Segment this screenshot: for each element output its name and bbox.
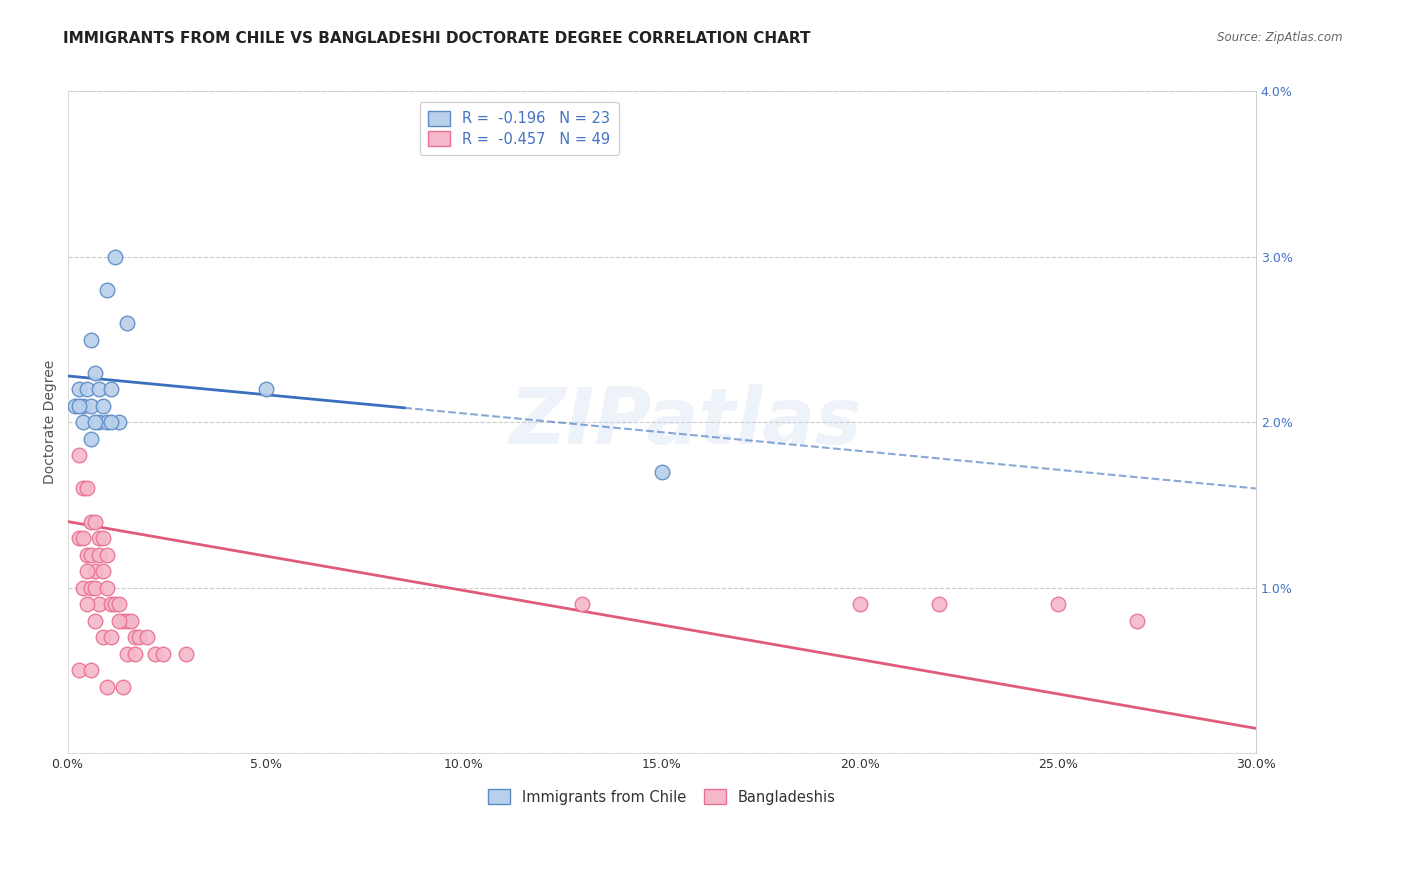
Point bbox=[100, 631, 122, 645]
Point bbox=[115, 647, 138, 661]
Point bbox=[84, 515, 107, 529]
Legend: Immigrants from Chile, Bangladeshis: Immigrants from Chile, Bangladeshis bbox=[481, 782, 842, 812]
Point bbox=[100, 415, 122, 429]
Point bbox=[848, 597, 870, 611]
Point bbox=[100, 382, 122, 396]
Point bbox=[80, 399, 103, 413]
Point bbox=[72, 531, 94, 545]
Point bbox=[124, 631, 146, 645]
Text: ZIPatlas: ZIPatlas bbox=[509, 384, 862, 460]
Point bbox=[571, 597, 593, 611]
Point bbox=[84, 614, 107, 628]
Point bbox=[84, 581, 107, 595]
Point bbox=[128, 631, 150, 645]
Point bbox=[80, 548, 103, 562]
Point bbox=[89, 597, 111, 611]
Point bbox=[72, 415, 94, 429]
Point bbox=[89, 415, 111, 429]
Point bbox=[67, 664, 90, 678]
Point bbox=[80, 432, 103, 446]
Point bbox=[76, 564, 98, 578]
Y-axis label: Doctorate Degree: Doctorate Degree bbox=[44, 360, 58, 484]
Point bbox=[91, 564, 114, 578]
Point bbox=[84, 366, 107, 380]
Point bbox=[96, 680, 118, 694]
Point bbox=[72, 482, 94, 496]
Point bbox=[91, 631, 114, 645]
Point bbox=[84, 564, 107, 578]
Point bbox=[67, 531, 90, 545]
Point bbox=[108, 614, 131, 628]
Point bbox=[80, 664, 103, 678]
Point bbox=[152, 647, 174, 661]
Point bbox=[111, 680, 134, 694]
Point bbox=[111, 614, 134, 628]
Point bbox=[120, 614, 142, 628]
Point bbox=[67, 399, 90, 413]
Point bbox=[96, 415, 118, 429]
Point bbox=[104, 250, 127, 264]
Point bbox=[80, 333, 103, 347]
Point bbox=[89, 531, 111, 545]
Text: Source: ZipAtlas.com: Source: ZipAtlas.com bbox=[1218, 31, 1343, 45]
Point bbox=[91, 399, 114, 413]
Text: IMMIGRANTS FROM CHILE VS BANGLADESHI DOCTORATE DEGREE CORRELATION CHART: IMMIGRANTS FROM CHILE VS BANGLADESHI DOC… bbox=[63, 31, 811, 46]
Point bbox=[72, 581, 94, 595]
Point bbox=[72, 399, 94, 413]
Point bbox=[651, 465, 673, 479]
Point bbox=[143, 647, 166, 661]
Point bbox=[104, 597, 127, 611]
Point bbox=[115, 316, 138, 330]
Point bbox=[115, 614, 138, 628]
Point bbox=[76, 597, 98, 611]
Point bbox=[96, 581, 118, 595]
Point bbox=[67, 448, 90, 462]
Point bbox=[124, 647, 146, 661]
Point bbox=[176, 647, 198, 661]
Point bbox=[89, 548, 111, 562]
Point bbox=[89, 382, 111, 396]
Point bbox=[76, 482, 98, 496]
Point bbox=[65, 399, 87, 413]
Point bbox=[80, 581, 103, 595]
Point bbox=[100, 597, 122, 611]
Point bbox=[108, 415, 131, 429]
Point bbox=[135, 631, 157, 645]
Point bbox=[91, 531, 114, 545]
Point bbox=[254, 382, 277, 396]
Point bbox=[1126, 614, 1149, 628]
Point bbox=[76, 382, 98, 396]
Point bbox=[1046, 597, 1069, 611]
Point bbox=[108, 597, 131, 611]
Point bbox=[928, 597, 950, 611]
Point bbox=[96, 283, 118, 297]
Point bbox=[84, 415, 107, 429]
Point bbox=[96, 548, 118, 562]
Point bbox=[67, 382, 90, 396]
Point bbox=[80, 515, 103, 529]
Point bbox=[76, 548, 98, 562]
